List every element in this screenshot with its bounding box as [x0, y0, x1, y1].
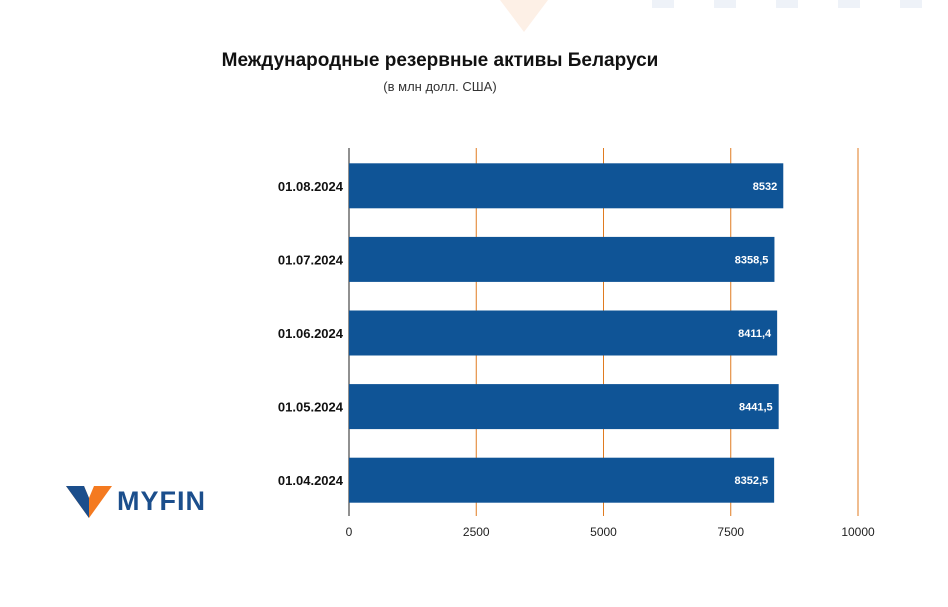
decorative-tile: [776, 0, 798, 8]
decorative-triangle: [500, 0, 548, 32]
brand-name: MYFIN: [117, 486, 206, 516]
x-tick-label: 2500: [463, 525, 490, 539]
bar: [349, 310, 778, 356]
bar-value-label: 8358,5: [735, 254, 769, 266]
x-tick-label: 0: [346, 525, 353, 539]
category-label: 01.08.2024: [278, 179, 344, 194]
bar: [349, 457, 775, 503]
bar-value-label: 8532: [753, 181, 777, 193]
x-tick-label: 5000: [590, 525, 617, 539]
category-label: 01.06.2024: [278, 326, 344, 341]
category-label: 01.07.2024: [278, 252, 344, 267]
bar-value-label: 8352,5: [734, 475, 768, 487]
bar: [349, 236, 775, 282]
myfin-logo-icon: [66, 486, 112, 518]
chart-title: Международные резервные активы Беларуси: [221, 50, 659, 71]
category-label: 01.05.2024: [278, 400, 344, 415]
bar-value-label: 8411,4: [738, 328, 772, 340]
chart-subtitle: (в млн долл. США): [383, 79, 497, 94]
decorative-tile: [714, 0, 736, 8]
bar: [349, 384, 779, 430]
x-tick-label: 10000: [841, 525, 875, 539]
category-label: 01.04.2024: [278, 473, 344, 488]
bar-value-label: 8441,5: [739, 402, 773, 414]
decorative-tile: [900, 0, 922, 8]
bar: [349, 163, 784, 209]
decorative-tile: [652, 0, 674, 8]
decorative-tile: [838, 0, 860, 8]
x-tick-label: 7500: [717, 525, 744, 539]
